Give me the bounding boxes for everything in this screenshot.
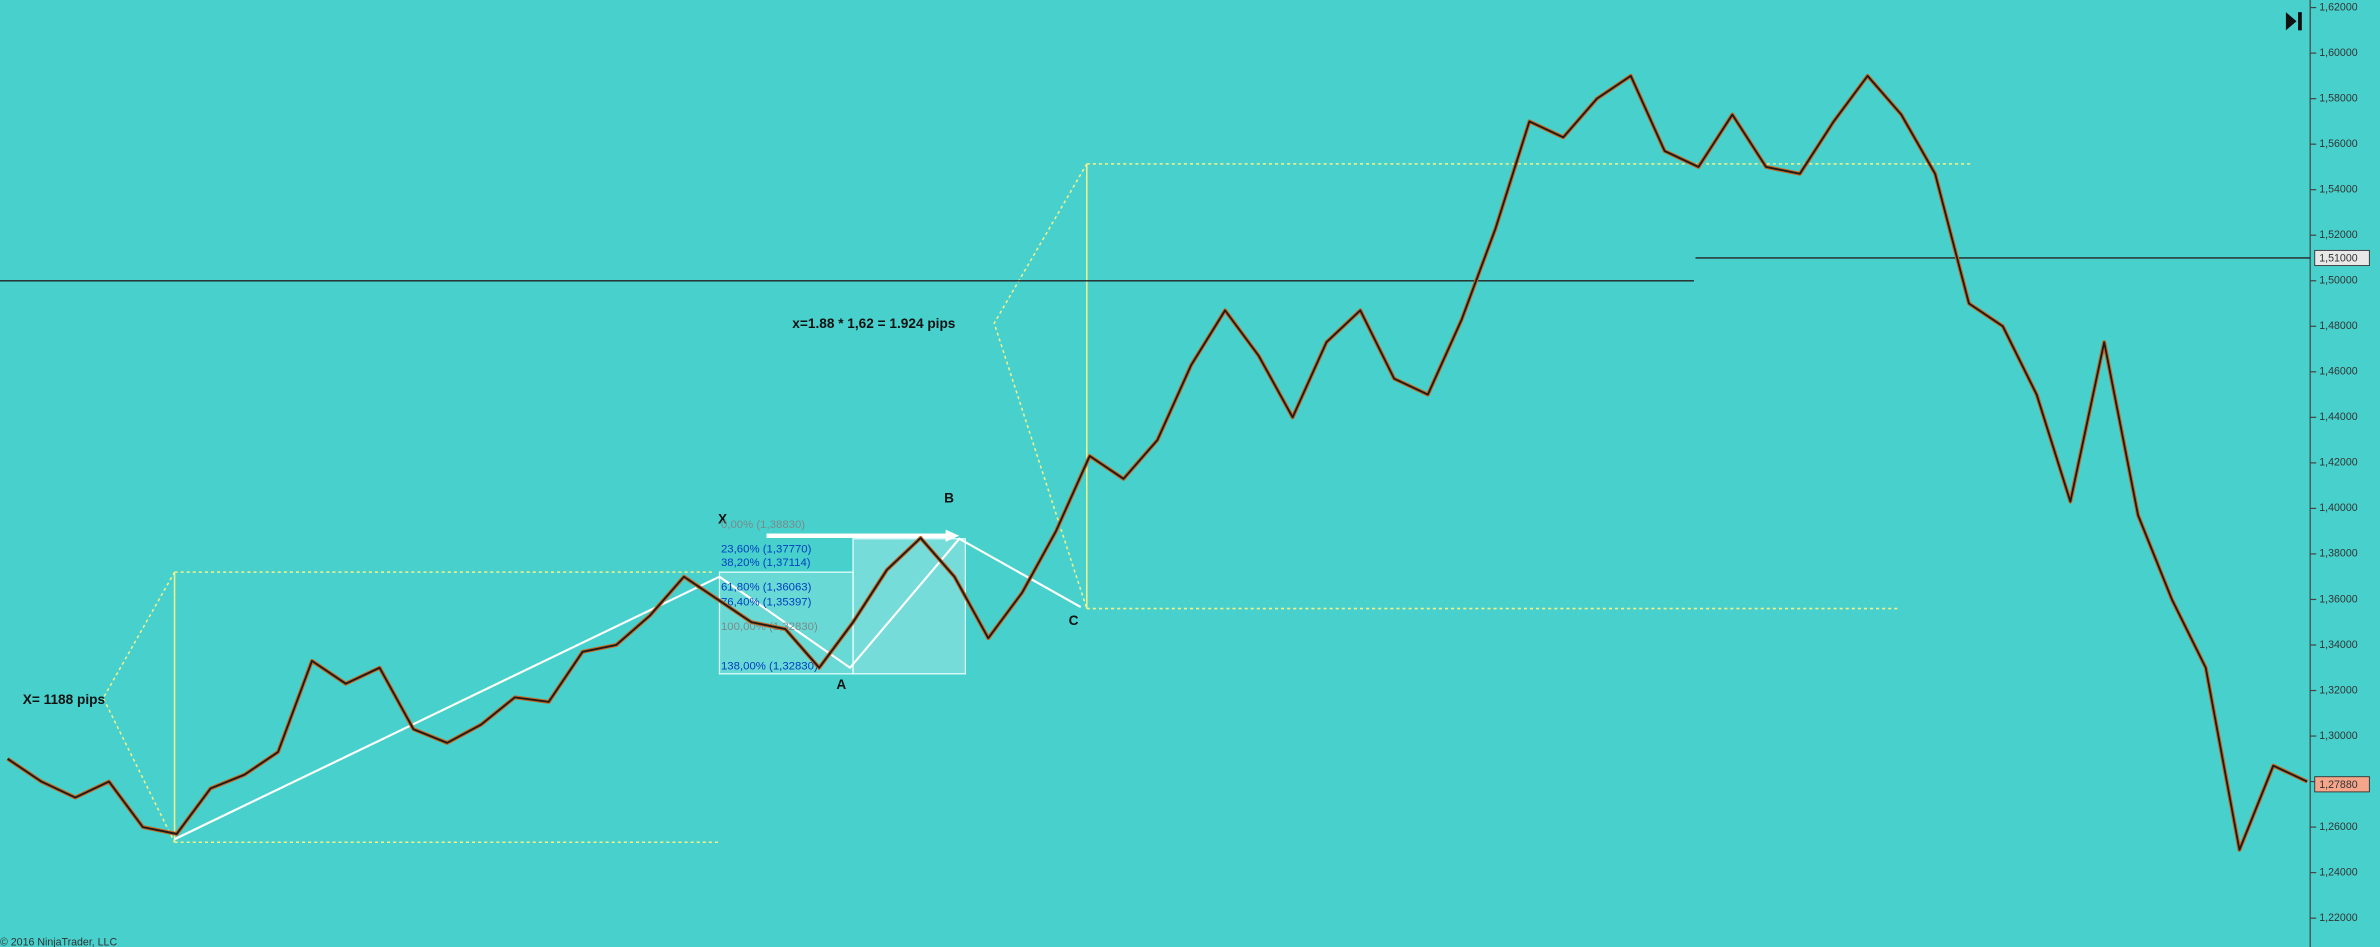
- price-marker-box: [2314, 249, 2370, 267]
- fib-label: 23,60% (1,37770): [721, 543, 812, 555]
- y-tick-label: 1,24000: [2319, 866, 2357, 878]
- projection-lines: [102, 163, 1971, 844]
- fib-label: 76,40% (1,35397): [721, 597, 812, 609]
- price-line: [7, 74, 2308, 851]
- y-tick-label: 1,52000: [2319, 229, 2357, 241]
- fib-label: 0,00% (1,38830): [721, 519, 805, 531]
- annotation: x=1.88 * 1,62 = 1.924 pips: [792, 316, 955, 331]
- y-tick-label: 1,26000: [2319, 821, 2357, 833]
- fib-label: 61,80% (1,36063): [721, 581, 812, 593]
- y-tick-label: 1,54000: [2319, 184, 2357, 196]
- y-tick-label: 1,44000: [2319, 411, 2357, 423]
- price-marker-label: 1,27880: [2319, 779, 2357, 791]
- y-tick-label: 1,48000: [2319, 320, 2357, 332]
- y-tick-label: 1,58000: [2319, 92, 2357, 104]
- y-tick-label: 1,50000: [2319, 275, 2357, 287]
- fib-label: 38,20% (1,37114): [721, 557, 811, 569]
- y-tick-label: 1,38000: [2319, 548, 2357, 560]
- point-label: X: [718, 512, 727, 527]
- y-tick-label: 1,40000: [2319, 502, 2357, 514]
- y-tick-label: 1,32000: [2319, 684, 2357, 696]
- y-tick-label: 1,22000: [2319, 912, 2357, 924]
- y-tick-label: 1,30000: [2319, 730, 2357, 742]
- arrow-head: [945, 529, 960, 542]
- pattern-line: [174, 537, 1082, 841]
- y-tick-label: 1,34000: [2319, 639, 2357, 651]
- y-tick-label: 1,42000: [2319, 457, 2357, 469]
- annotation: X= 1188 pips: [23, 692, 106, 707]
- y-tick-label: 1,36000: [2319, 593, 2357, 605]
- y-tick-label: 1,56000: [2319, 138, 2357, 150]
- y-tick-label: 1,62000: [2319, 1, 2357, 13]
- scroll-end-icon[interactable]: [2285, 12, 2297, 31]
- fib-box: [852, 538, 966, 675]
- point-label: B: [944, 490, 954, 505]
- price-marker-label: 1,51000: [2319, 253, 2357, 265]
- copyright: © 2016 NinjaTrader, LLC: [0, 936, 117, 947]
- price-marker-box: [2314, 776, 2370, 793]
- point-label: C: [1069, 613, 1079, 628]
- y-tick-label: 1,46000: [2319, 366, 2357, 378]
- y-tick-label: 1,60000: [2319, 47, 2357, 59]
- fib-label: 138,00% (1,32830): [721, 660, 818, 672]
- point-label: A: [836, 677, 846, 692]
- scroll-end-icon[interactable]: [2298, 12, 2302, 31]
- pips-bracket: [993, 163, 1088, 609]
